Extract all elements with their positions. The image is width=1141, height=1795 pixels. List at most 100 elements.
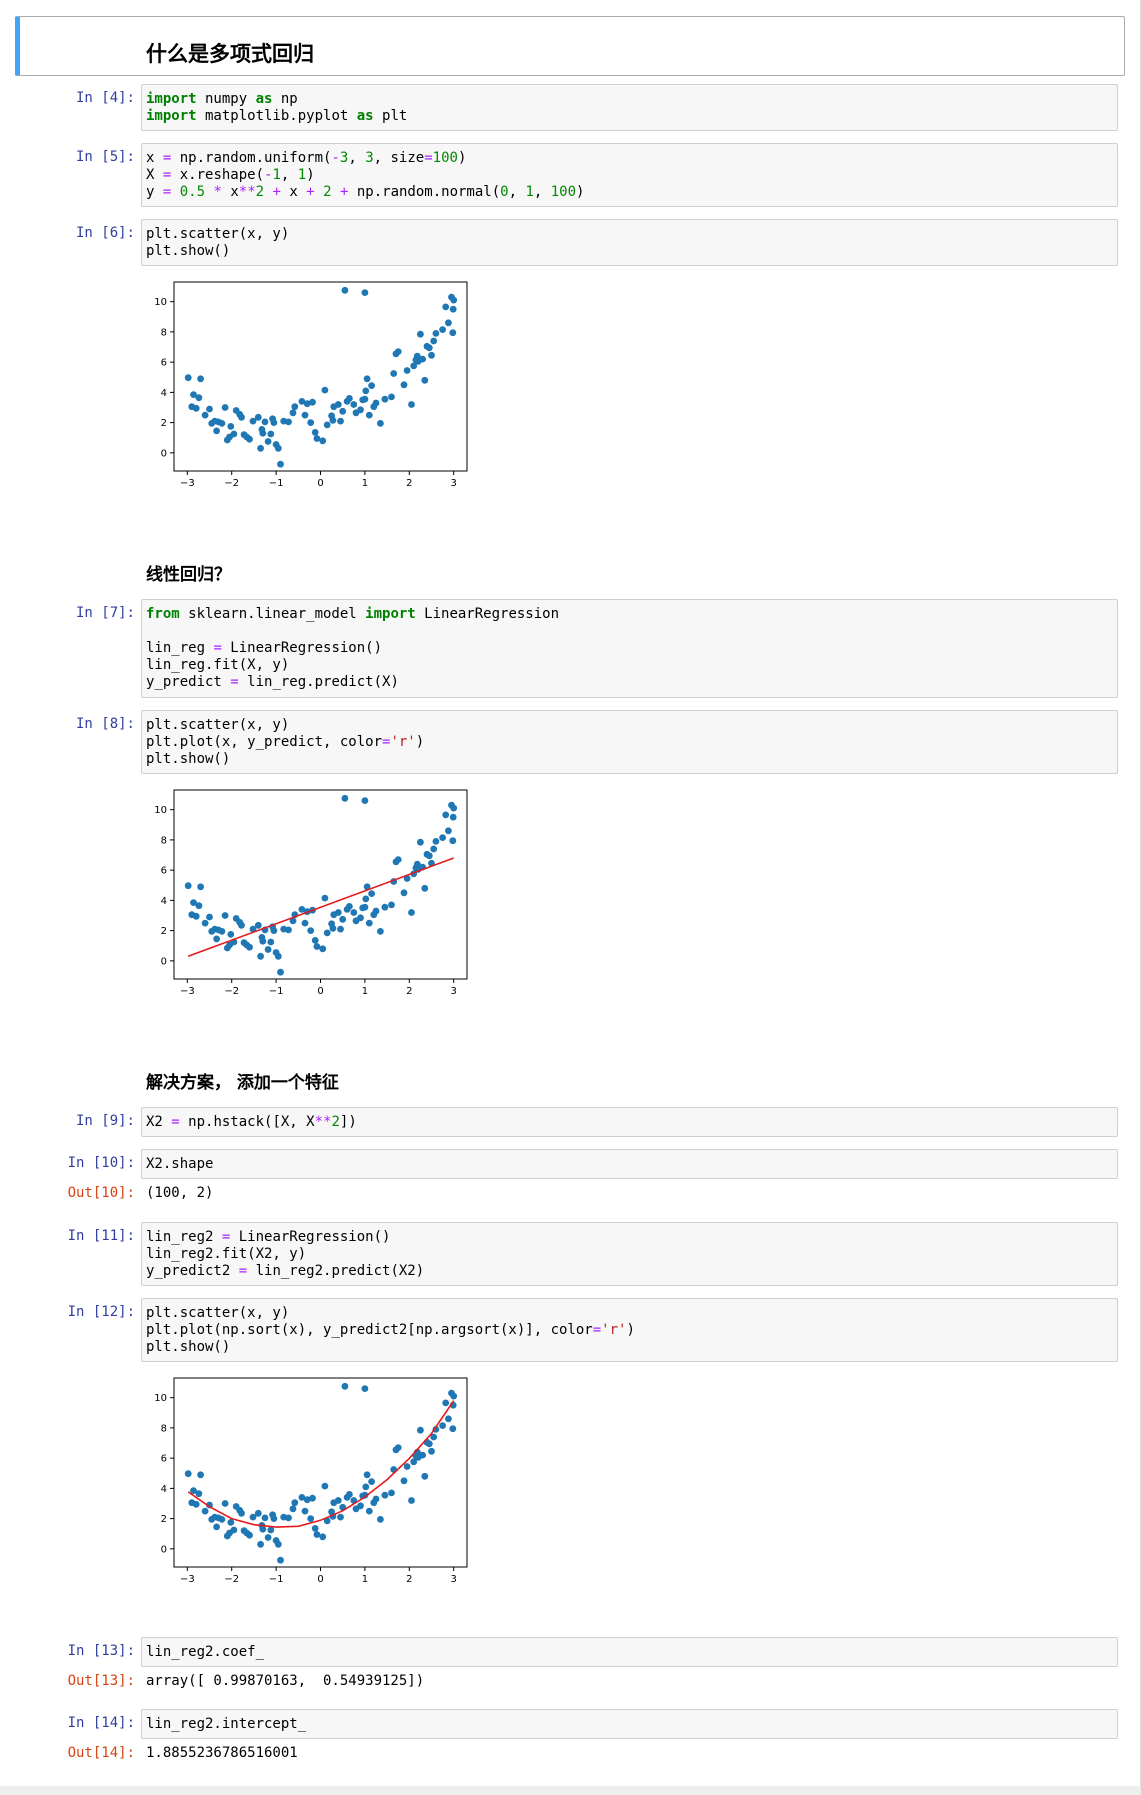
code-editor[interactable]: X2 = np.hstack([X, X**2]) [146, 1114, 357, 1131]
x-tick-label: −2 [224, 986, 239, 997]
code-editor[interactable]: from sklearn.linear_model import LinearR… [146, 606, 559, 691]
scatter-point [206, 1501, 213, 1509]
code-token: matplotlib.pyplot [196, 108, 357, 124]
code-token: ) [576, 184, 585, 200]
code-line: lin_reg2.fit(X2, y) [146, 1246, 424, 1263]
code-cell[interactable]: lin_reg2.coef_ [141, 1637, 1118, 1667]
code-token: y_predict [146, 674, 231, 690]
scatter-point [311, 1525, 319, 1532]
code-token: plt.scatter(x, y) [146, 1305, 290, 1321]
code-token: plt.scatter(x, y) [146, 226, 290, 242]
code-token: ** [314, 1114, 332, 1130]
scatter-point [365, 1507, 373, 1515]
code-editor[interactable]: lin_reg2.coef_ [146, 1644, 264, 1661]
scatter-point [413, 860, 421, 868]
scatter-point [408, 909, 415, 916]
code-token: + [272, 184, 281, 200]
code-cell[interactable]: x = np.random.uniform(-3, 3, size=100) X … [141, 143, 1118, 207]
input-prompt: In [11]: [67, 1228, 135, 1244]
code-token: x [221, 184, 239, 200]
code-editor[interactable]: plt.scatter(x, y) plt.show() [146, 226, 289, 260]
code-token: LinearRegression [415, 606, 560, 622]
scatter-point [323, 1517, 331, 1525]
code-token: 'r' [601, 1322, 627, 1338]
scatter-point [307, 419, 315, 426]
y-tick-label: 0 [161, 448, 167, 459]
code-line: y_predict = lin_reg.predict(X) [146, 674, 559, 691]
code-editor[interactable]: x = np.random.uniform(-3, 3, size=100) X … [146, 150, 584, 201]
scatter-point [321, 386, 329, 394]
scatter-point [361, 1491, 369, 1499]
code-token: ) [626, 1322, 635, 1338]
code-line: x = np.random.uniform(-3, 3, size=100) [146, 150, 584, 167]
heading-linear-regression: 线性回归？ [146, 565, 231, 585]
code-cell[interactable]: import numpy as np import matplotlib.pypl… [141, 84, 1118, 131]
code-editor[interactable]: import numpy as np import matplotlib.pypl… [146, 91, 407, 125]
x-tick-label: 2 [406, 1574, 412, 1585]
code-cell[interactable]: plt.scatter(x, y) plt.show() [141, 219, 1118, 266]
scatter-point [267, 1526, 275, 1534]
scatter-point [190, 391, 197, 398]
scatter-point [432, 838, 440, 845]
code-editor[interactable]: X2.shape [146, 1156, 213, 1173]
code-editor[interactable]: lin_reg2 = LinearRegression() lin_reg2.fi… [146, 1229, 424, 1280]
scatter-point [449, 329, 457, 337]
scatter-point [206, 405, 213, 413]
scatter-point [289, 1505, 297, 1513]
code-token [171, 184, 179, 200]
scatter-point [201, 1507, 209, 1515]
input-prompt: In [14]: [67, 1715, 135, 1731]
x-tick-label: 2 [406, 986, 412, 997]
scatter-point [334, 401, 342, 408]
scatter-point [421, 1472, 429, 1480]
scatter-point [192, 1500, 200, 1508]
code-cell[interactable]: plt.scatter(x, y) plt.plot(np.sort(x), y_… [141, 1298, 1118, 1362]
code-token: - [331, 150, 340, 166]
code-cell[interactable]: plt.scatter(x, y) plt.plot(x, y_predict, … [141, 710, 1118, 774]
selected-markdown-cell[interactable] [15, 16, 1125, 76]
code-cell[interactable]: lin_reg2.intercept_ [141, 1709, 1118, 1739]
scatter-point [410, 362, 418, 370]
scatter-point [184, 1470, 192, 1478]
scatter-point [201, 411, 209, 419]
scatter-point [238, 921, 245, 929]
scatter-point [246, 943, 253, 951]
code-editor[interactable]: plt.scatter(x, y) plt.plot(np.sort(x), y_… [146, 1305, 635, 1356]
code-token: 2 [331, 1114, 340, 1130]
scatter-point [350, 909, 358, 916]
scatter-point [192, 404, 200, 412]
scatter-point [307, 1515, 315, 1522]
code-token: 'r' [390, 734, 416, 750]
scatter-point [410, 1458, 418, 1466]
scatter-point [264, 946, 272, 953]
code-token: plt.plot(np.sort(x), y_predict2[np.argso… [146, 1322, 593, 1338]
code-editor[interactable]: plt.scatter(x, y) plt.plot(x, y_predict, … [146, 717, 424, 768]
scatter-point [394, 856, 402, 863]
code-cell[interactable]: from sklearn.linear_model import LinearR… [141, 599, 1118, 698]
x-tick-label: −2 [224, 478, 239, 489]
y-tick-label: 8 [161, 1423, 167, 1434]
scatter-point [357, 914, 364, 922]
code-token: , [508, 184, 526, 200]
y-tick-label: 4 [161, 896, 167, 907]
code-token [332, 184, 340, 200]
scatter-point [361, 1385, 369, 1392]
scatter-point [261, 1514, 269, 1522]
scatter-point [341, 1382, 349, 1390]
scatter-point [267, 938, 275, 946]
scatter-point [408, 1497, 415, 1504]
scatter-point [361, 289, 369, 296]
scatter-point [218, 420, 226, 427]
code-cell[interactable]: lin_reg2 = LinearRegression() lin_reg2.fi… [141, 1222, 1118, 1286]
code-token: import [365, 606, 416, 622]
scatter-point [307, 927, 315, 934]
scatter-point [363, 375, 371, 383]
scatter-point [311, 429, 319, 436]
scatter-point [190, 1487, 197, 1494]
code-cell[interactable]: X2.shape [141, 1149, 1118, 1179]
scatter-point [445, 827, 452, 835]
code-token [264, 184, 272, 200]
scatter-point [381, 1491, 389, 1499]
code-editor[interactable]: lin_reg2.intercept_ [146, 1716, 306, 1733]
code-cell[interactable]: X2 = np.hstack([X, X**2]) [141, 1107, 1118, 1137]
